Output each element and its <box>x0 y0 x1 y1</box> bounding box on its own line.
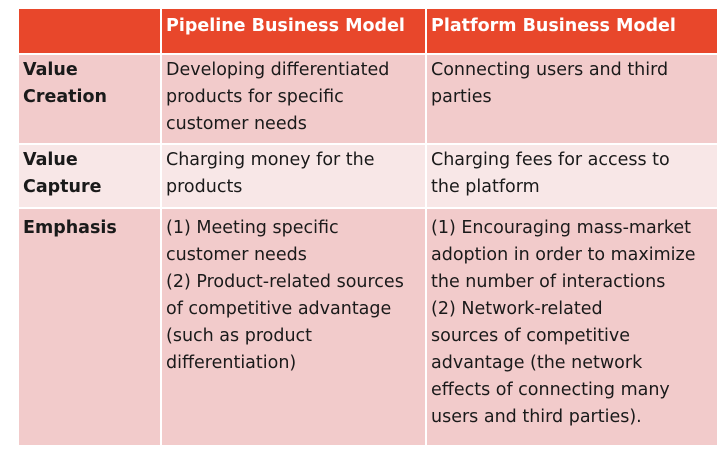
cell-pipeline-emphasis: (1) Meeting specific customer needs (2) … <box>160 207 427 447</box>
row-label-emphasis: Emphasis <box>17 207 162 447</box>
table-row-value-creation: Value Creation Developing differentiated… <box>17 53 719 145</box>
table-header-row: Pipeline Business Model Platform Busines… <box>17 7 719 55</box>
business-model-comparison-table: Pipeline Business Model Platform Busines… <box>17 7 719 447</box>
cell-pipeline-value-creation: Developing differentiated products for s… <box>160 53 427 145</box>
cell-platform-value-creation: Connecting users and third parties <box>425 53 719 145</box>
header-platform-business-model: Platform Business Model <box>425 7 719 55</box>
row-label-value-creation: Value Creation <box>17 53 162 145</box>
table-row-emphasis: Emphasis (1) Meeting specific customer n… <box>17 207 719 447</box>
cell-pipeline-value-capture: Charging money for the products <box>160 143 427 209</box>
table-row-value-capture: Value Capture Charging money for the pro… <box>17 143 719 209</box>
header-pipeline-business-model: Pipeline Business Model <box>160 7 427 55</box>
cell-platform-emphasis: (1) Encouraging mass-market adoption in … <box>425 207 719 447</box>
row-label-value-capture: Value Capture <box>17 143 162 209</box>
header-corner-cell <box>17 7 162 55</box>
cell-platform-value-capture: Charging fees for access to the platform <box>425 143 719 209</box>
